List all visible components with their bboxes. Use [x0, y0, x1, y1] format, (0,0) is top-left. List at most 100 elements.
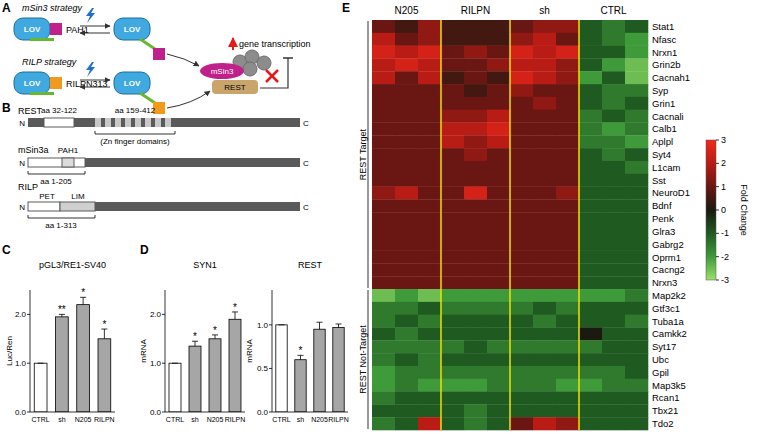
heatmap-cell [395, 97, 418, 110]
heatmap-cell [533, 58, 556, 71]
heatmap-cell [579, 289, 602, 302]
row-label: Syt4 [652, 149, 671, 160]
panel-label: A [2, 1, 11, 15]
heatmap-cell [533, 251, 556, 264]
heatmap-cell [487, 340, 510, 353]
tick [27, 363, 30, 364]
tick-label: sh [297, 416, 305, 423]
heatmap-cell [510, 276, 533, 289]
label: mSin3 [211, 67, 234, 76]
tick-label: 3 [721, 135, 726, 145]
zinc-finger [95, 118, 101, 127]
plot-area [34, 297, 111, 412]
heatmap-cell [418, 392, 441, 405]
heatmap-cell [487, 97, 510, 110]
msin3 [200, 63, 244, 79]
protein-name: RILP [18, 182, 38, 192]
error-cap [172, 363, 178, 364]
heatmap-cell [602, 123, 625, 136]
heatmap-cell [602, 353, 625, 366]
heatmap-cell [464, 174, 487, 187]
heatmap-cell [441, 33, 464, 46]
heatmap-cell [510, 417, 533, 430]
heatmap-cell [510, 187, 533, 200]
row-label: Nrxn3 [652, 277, 677, 288]
heatmap-cell [395, 123, 418, 136]
heatmap-cell [464, 225, 487, 238]
heatmap-cell [395, 46, 418, 59]
tick [716, 256, 719, 257]
row-label: Nfasc [652, 34, 677, 45]
bar [209, 339, 221, 412]
j-alpha-helix [140, 93, 155, 103]
error-line [338, 324, 339, 327]
group-label: REST Not-Target [358, 325, 368, 394]
heatmap-cell [464, 366, 487, 379]
heatmap-cell [372, 135, 395, 148]
heatmap-cell [556, 251, 579, 264]
heatmap-cell [602, 251, 625, 264]
block-x [266, 70, 278, 82]
heatmap-cell [441, 289, 464, 302]
heatmap-cell [372, 212, 395, 225]
heatmap-cell [579, 97, 602, 110]
tick-label: N205 [207, 416, 224, 423]
tick-label: 1.0 [15, 359, 27, 368]
heatmap-cell [441, 392, 464, 405]
error-cap [38, 363, 44, 364]
heatmap-cell [418, 135, 441, 148]
tick-label: CTRL [31, 416, 49, 423]
heatmap-cell [533, 238, 556, 251]
heatmap-cell [372, 263, 395, 276]
heatmap-cell [533, 366, 556, 379]
heatmap-cell [625, 97, 648, 110]
heatmap-cell [418, 379, 441, 392]
heatmap-cell [487, 20, 510, 33]
heatmap-cell [602, 20, 625, 33]
label: C [303, 203, 309, 212]
heatmap-cell [418, 315, 441, 328]
heatmap-cell [625, 33, 648, 46]
heatmap-cell [602, 84, 625, 97]
heatmap-cell [418, 251, 441, 264]
tick-label: N205 [311, 416, 328, 423]
tick [162, 412, 165, 413]
heatmap-cell [556, 353, 579, 366]
heatmap-cell [579, 328, 602, 341]
effector [50, 77, 62, 89]
corepressor [257, 56, 271, 70]
heatmap-cell [441, 199, 464, 212]
heatmap-cell [372, 161, 395, 174]
heatmap-cell [487, 58, 510, 71]
heatmap-cell [579, 366, 602, 379]
lov-domain [14, 72, 50, 94]
heatmap-cell [510, 225, 533, 238]
heatmap-cell [464, 238, 487, 251]
heatmap-cell [441, 148, 464, 161]
heatmap-cell [464, 110, 487, 123]
row-label: Ubc [652, 354, 669, 365]
heatmap-cell [395, 417, 418, 430]
heatmap-cell [487, 238, 510, 251]
tick-label: -3 [721, 275, 729, 285]
row-label: Gtf3c1 [652, 303, 680, 314]
bar-chart: CTRL**sh*N205*RILPN0.01.02.0pGL3/RE1-SV4… [5, 260, 115, 423]
heatmap-cell [556, 46, 579, 59]
tick-label: 1 [721, 182, 726, 192]
heatmap-cell [372, 251, 395, 264]
bar [77, 305, 90, 412]
label: N [19, 203, 25, 212]
heatmap-cell [395, 302, 418, 315]
heatmap-cell [464, 328, 487, 341]
heatmap-cell [487, 353, 510, 366]
heatmap-cell [487, 212, 510, 225]
heatmap-cell [464, 251, 487, 264]
heatmap-cell [441, 20, 464, 33]
heatmap-cell [579, 199, 602, 212]
heatmap-cell [533, 289, 556, 302]
heatmap-cell [533, 353, 556, 366]
heatmap-cell [372, 238, 395, 251]
row-label: Sst [652, 175, 666, 186]
colorbar-title: Fold Change [739, 184, 749, 236]
bracket [95, 131, 175, 134]
